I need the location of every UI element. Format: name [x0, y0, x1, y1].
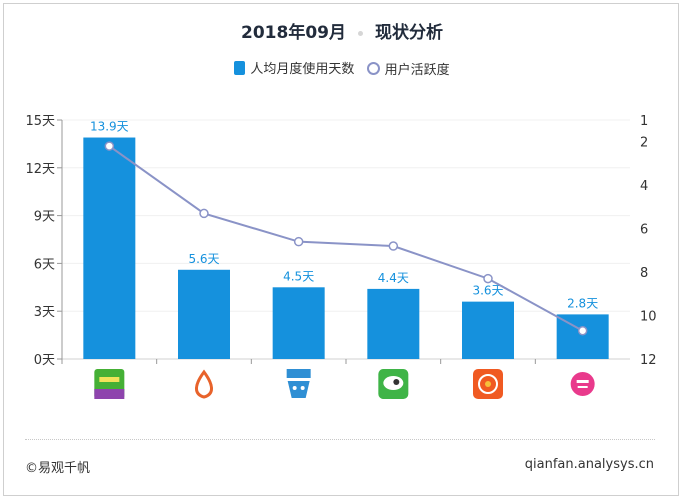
right-axis-tick-label: 2: [640, 136, 648, 151]
left-axis-tick-label: 0天: [34, 353, 55, 368]
left-axis-tick-label: 3天: [34, 305, 55, 320]
food-delivery-app-icon-band: [94, 389, 125, 399]
bar-data-label: 2.8天: [567, 296, 598, 310]
right-axis-tick-label: 12: [640, 353, 657, 368]
water-drop-app-icon: [195, 369, 213, 399]
right-axis-tick-label: 4: [640, 179, 648, 194]
hema-box-app-icon-eye-left: [292, 386, 297, 390]
bar-data-label: 4.4天: [378, 271, 409, 285]
activity-point: [293, 236, 304, 247]
bar: [83, 137, 136, 359]
hema-box-app-icon: [286, 369, 311, 378]
copyright: ©易观千帆: [25, 461, 91, 476]
legend-line-label: 用户活跃度: [384, 62, 450, 78]
pink-daily-app-icon-text-2: [577, 386, 588, 388]
legend-line-swatch: [366, 61, 380, 75]
activity-point: [483, 273, 493, 284]
bar-data-label: 13.9天: [90, 120, 129, 134]
orange-refresh-app-icon-ring: [478, 374, 498, 394]
bar-data-label: 4.5天: [283, 269, 314, 283]
bar: [462, 301, 514, 359]
right-axis-tick-label: 1: [640, 114, 648, 129]
cow-app-icon-spot: [393, 379, 400, 385]
bar-data-label: 5.6天: [188, 252, 219, 266]
hema-box-app-icon-box: [287, 381, 310, 398]
title-date: 2018年09月: [241, 23, 346, 43]
site-url[interactable]: qianfan.analysys.cn: [524, 457, 654, 472]
activity-line: [108, 145, 584, 332]
legend-bar-label: 人均月度使用天数: [250, 62, 355, 77]
right-axis-tick-label: 10: [640, 310, 657, 325]
left-axis-tick-label: 6天: [34, 257, 55, 272]
pink-daily-app-icon: [570, 372, 595, 396]
title-subtitle: 现状分析: [374, 23, 443, 43]
legend: 人均月度使用天数 用户活跃度: [0, 58, 684, 79]
left-axis-tick-label: 9天: [34, 210, 55, 225]
activity-point: [104, 141, 115, 151]
bar: [178, 269, 230, 359]
right-axis-tick-label: 6: [640, 223, 648, 238]
legend-bar-swatch: [234, 60, 246, 75]
legend-item-bar[interactable]: 人均月度使用天数: [234, 58, 354, 77]
cow-app-icon-cow: [383, 376, 404, 390]
pink-daily-app-icon-text-1: [576, 380, 589, 383]
bar: [367, 288, 420, 359]
activity-point: [388, 241, 399, 251]
hema-box-app-icon-eye-right: [300, 386, 305, 390]
left-axis-tick-label: 12天: [25, 162, 55, 177]
bar: [272, 287, 325, 359]
activity-point: [577, 326, 588, 336]
footer-divider: [25, 439, 655, 440]
food-delivery-app-icon-text: [99, 377, 120, 382]
right-axis-tick-label: 8: [640, 266, 648, 281]
left-axis-tick-label: 15天: [25, 114, 55, 129]
orange-refresh-app-icon-center: [485, 381, 491, 387]
legend-item-line[interactable]: 用户活跃度: [366, 59, 450, 78]
title-separator: [357, 30, 363, 36]
chart-title: 2018年09月 现状分析: [0, 18, 684, 43]
bar-data-label: 3.6天: [472, 284, 503, 298]
activity-point: [199, 208, 209, 219]
